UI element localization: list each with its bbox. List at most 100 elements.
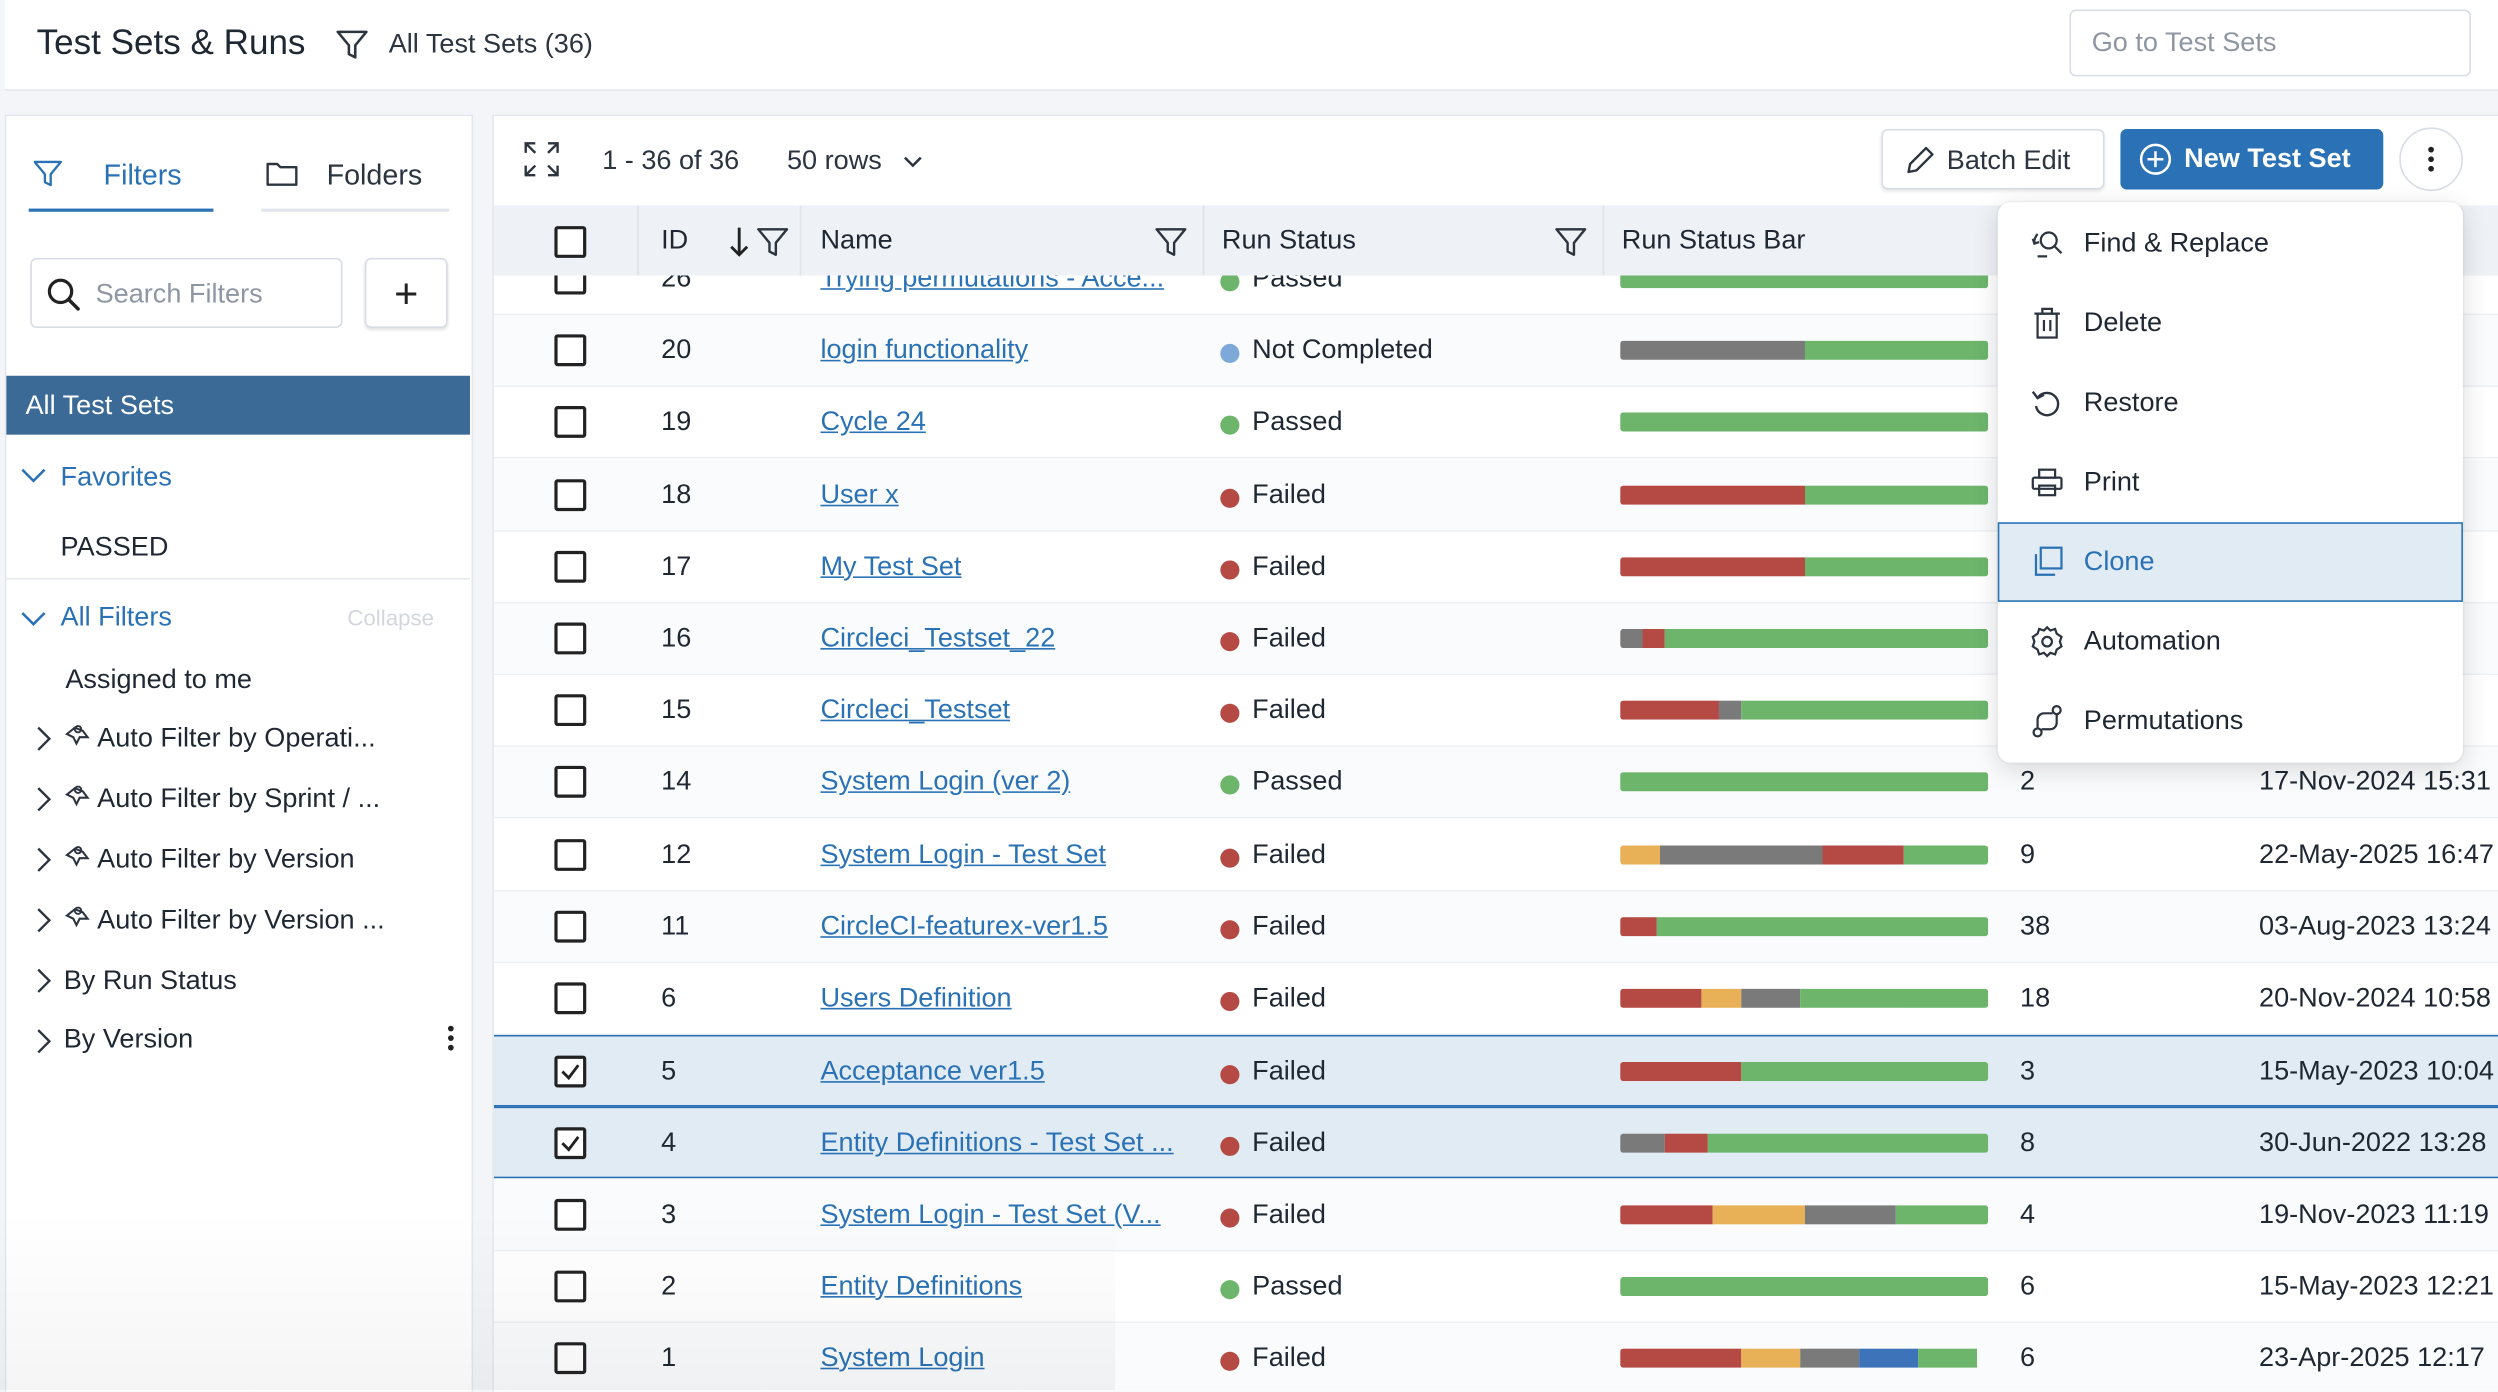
run-status-bar-segment bbox=[1804, 341, 1989, 361]
sidebar-item-by-run-status[interactable]: By Run Status bbox=[63, 964, 237, 996]
status-dot-icon bbox=[1220, 560, 1240, 580]
row-checkbox[interactable] bbox=[554, 838, 587, 871]
cell-name-link[interactable]: Trying permutations - Acce... bbox=[820, 275, 1165, 293]
row-checkbox[interactable] bbox=[554, 1127, 587, 1160]
row-checkbox[interactable] bbox=[554, 334, 587, 367]
select-all-checkbox[interactable] bbox=[554, 226, 587, 258]
row-checkbox[interactable] bbox=[554, 766, 587, 799]
filter-icon[interactable] bbox=[755, 225, 790, 268]
cell-name-link[interactable]: Entity Definitions bbox=[820, 1270, 1023, 1301]
row-checkbox[interactable] bbox=[554, 1055, 587, 1088]
chevron-right-icon[interactable] bbox=[33, 906, 52, 943]
pagination-label: 1 - 36 of 36 bbox=[602, 144, 740, 176]
sidebar-item-by-version[interactable]: By Version bbox=[63, 1023, 194, 1055]
cell-name-link[interactable]: Users Definition bbox=[820, 982, 1012, 1013]
cell-id: 5 bbox=[661, 1055, 677, 1087]
all-filters-group[interactable]: All Filters bbox=[60, 601, 172, 633]
sort-descending-icon[interactable] bbox=[728, 225, 750, 268]
chevron-down-icon[interactable] bbox=[19, 607, 48, 637]
table-row[interactable]: 5 Acceptance ver1.5 Failed 3 15-May-2023 10:… bbox=[493, 1035, 2498, 1107]
row-checkbox[interactable] bbox=[554, 1342, 587, 1375]
menu-item-permutations[interactable]: Permutations bbox=[1998, 681, 2463, 761]
sidebar-item-auto-filter-operation[interactable]: Auto Filter by Operati... bbox=[97, 722, 376, 754]
chevron-right-icon[interactable] bbox=[33, 785, 52, 822]
sidebar-item-assigned-to-me[interactable]: Assigned to me bbox=[65, 663, 253, 695]
menu-item-automation[interactable]: Automation bbox=[1998, 602, 2463, 682]
favorites-group[interactable]: Favorites bbox=[60, 461, 172, 492]
cell-name-link[interactable]: login functionality bbox=[820, 334, 1029, 365]
chevron-right-icon[interactable] bbox=[33, 724, 52, 761]
cell-name-link[interactable]: System Login - Test Set bbox=[820, 838, 1106, 869]
row-checkbox[interactable] bbox=[554, 550, 587, 583]
table-row[interactable]: 2 Entity Definitions Passed 6 15-May-2023 12… bbox=[493, 1251, 2498, 1323]
filter-search-input[interactable]: Search Filters bbox=[30, 257, 343, 328]
table-row[interactable]: 12 System Login - Test Set Failed 9 22-May-2… bbox=[493, 819, 2498, 891]
cell-name-link[interactable]: Cycle 24 bbox=[820, 406, 926, 437]
run-status-bar bbox=[1620, 988, 1989, 1008]
cell-name-link[interactable]: Circleci_Testset_22 bbox=[820, 622, 1056, 653]
menu-item-delete[interactable]: Delete bbox=[1998, 283, 2463, 363]
cell-name-link[interactable]: User x bbox=[820, 478, 899, 509]
sidebar-item-auto-filter-sprint[interactable]: Auto Filter by Sprint / ... bbox=[97, 783, 381, 814]
cell-id: 19 bbox=[661, 406, 692, 437]
chevron-down-icon[interactable] bbox=[902, 151, 924, 180]
cell-name-link[interactable]: System Login (ver 2) bbox=[820, 766, 1071, 797]
row-checkbox[interactable] bbox=[554, 694, 587, 727]
cell-name-link[interactable]: System Login - Test Set (V... bbox=[820, 1198, 1161, 1229]
collapse-link[interactable]: Collapse bbox=[347, 605, 435, 631]
cell-name-link[interactable]: Circleci_Testset bbox=[820, 694, 1011, 725]
column-header-name[interactable]: Name bbox=[820, 224, 893, 255]
cell-name-link[interactable]: Entity Definitions - Test Set ... bbox=[820, 1127, 1174, 1159]
column-header-id[interactable]: ID bbox=[661, 224, 689, 255]
tab-folders[interactable]: Folders bbox=[261, 148, 450, 212]
batch-edit-button[interactable]: Batch Edit bbox=[1881, 128, 2105, 190]
more-actions-button[interactable] bbox=[2399, 127, 2463, 192]
rows-per-page-select[interactable]: 50 rows bbox=[786, 144, 882, 176]
scope-label[interactable]: All Test Sets (36) bbox=[388, 28, 593, 59]
chevron-down-icon[interactable] bbox=[19, 463, 48, 493]
cell-name-link[interactable]: CircleCI-featurex-ver1.5 bbox=[820, 910, 1108, 941]
row-checkbox[interactable] bbox=[554, 478, 587, 511]
row-checkbox[interactable] bbox=[554, 406, 587, 439]
row-checkbox[interactable] bbox=[554, 1270, 587, 1303]
sidebar-item-all-test-sets[interactable]: All Test Sets bbox=[6, 375, 470, 435]
row-checkbox[interactable] bbox=[554, 982, 587, 1015]
table-row[interactable]: 3 System Login - Test Set (V... Failed 4 19-… bbox=[493, 1179, 2498, 1251]
chevron-right-icon[interactable] bbox=[33, 845, 52, 882]
chevron-right-icon[interactable] bbox=[33, 1027, 52, 1064]
expand-icon[interactable] bbox=[523, 140, 561, 186]
cell-name-link[interactable]: My Test Set bbox=[820, 550, 962, 581]
table-row[interactable]: 1 System Login Failed 6 23-Apr-2025 12:17 bbox=[493, 1323, 2498, 1392]
row-checkbox[interactable] bbox=[554, 910, 587, 943]
cell-name-link[interactable]: Acceptance ver1.5 bbox=[820, 1055, 1045, 1087]
cell-date: 19-Nov-2023 11:19 bbox=[2259, 1198, 2489, 1229]
menu-item-print[interactable]: Print bbox=[1998, 443, 2463, 523]
goto-test-sets-input[interactable] bbox=[2069, 9, 2471, 77]
tab-filters[interactable]: Filters bbox=[28, 148, 214, 212]
status-dot-icon bbox=[1220, 776, 1240, 796]
new-test-set-button[interactable]: New Test Set bbox=[2120, 128, 2384, 190]
row-checkbox[interactable] bbox=[554, 622, 587, 655]
filter-icon[interactable] bbox=[335, 27, 370, 70]
more-vertical-icon[interactable] bbox=[446, 1022, 456, 1062]
restore-icon bbox=[2030, 385, 2065, 420]
filter-icon[interactable] bbox=[1553, 225, 1588, 268]
row-checkbox[interactable] bbox=[554, 275, 587, 295]
row-checkbox[interactable] bbox=[554, 1198, 587, 1231]
menu-item-find-replace[interactable]: Find & Replace bbox=[1998, 204, 2463, 284]
sidebar-item-auto-filter-version[interactable]: Auto Filter by Version bbox=[97, 843, 355, 875]
menu-item-clone[interactable]: Clone bbox=[1997, 522, 2463, 602]
sidebar-item-passed[interactable]: PASSED bbox=[60, 531, 169, 563]
add-filter-button[interactable]: + bbox=[364, 257, 448, 328]
run-status-bar-segment bbox=[1620, 1062, 1742, 1082]
menu-item-restore[interactable]: Restore bbox=[1998, 363, 2463, 443]
table-row[interactable]: 11 CircleCI-featurex-ver1.5 Failed 38 03-Aug… bbox=[493, 891, 2498, 963]
table-row[interactable]: 6 Users Definition Failed 18 20-Nov-2024 10:… bbox=[493, 963, 2498, 1035]
table-row[interactable]: 4 Entity Definitions - Test Set ... Failed… bbox=[493, 1107, 2498, 1179]
cell-name-link[interactable]: System Login bbox=[820, 1342, 985, 1373]
column-header-run-status[interactable]: Run Status bbox=[1221, 224, 1356, 255]
chevron-right-icon[interactable] bbox=[33, 966, 52, 1003]
sidebar-item-auto-filter-version-2[interactable]: Auto Filter by Version ... bbox=[97, 904, 385, 935]
filter-icon[interactable] bbox=[1153, 225, 1188, 268]
column-header-run-status-bar[interactable]: Run Status Bar bbox=[1621, 224, 1806, 255]
